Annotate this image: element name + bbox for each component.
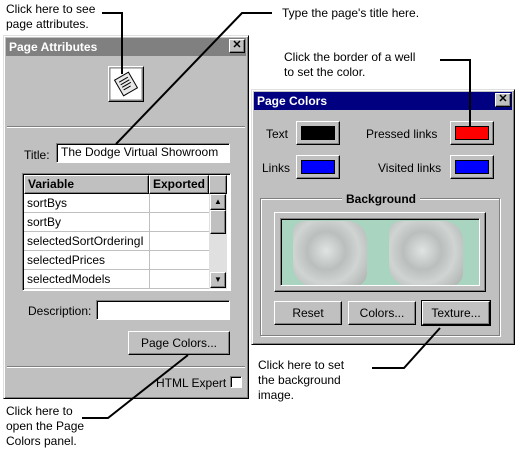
exported-cell <box>149 231 209 251</box>
colors-button[interactable]: Colors... <box>348 301 416 325</box>
leader-border-well <box>440 59 471 126</box>
divider <box>7 366 245 368</box>
page-attributes-close-button[interactable]: ✕ <box>229 39 245 53</box>
exported-cell <box>149 269 209 289</box>
pressed-links-label: Pressed links <box>366 127 438 141</box>
leader-see-attributes <box>102 12 123 74</box>
page-attributes-title: Page Attributes <box>9 40 98 54</box>
reset-button[interactable]: Reset <box>274 301 342 325</box>
texture-button[interactable]: Texture... <box>421 300 491 326</box>
column-header-variable[interactable]: Variable <box>24 175 149 194</box>
exported-cell <box>149 250 209 270</box>
variable-cell: selectedSortOrderingI <box>24 231 150 251</box>
scroll-up-arrow-icon[interactable]: ▲ <box>210 194 226 210</box>
divider <box>7 126 245 128</box>
table-row[interactable]: sortBys <box>24 194 209 213</box>
title-input[interactable]: The Dodge Virtual Showroom <box>56 143 230 163</box>
callout-see-attributes: Click here to see page attributes. <box>6 2 96 31</box>
texture-tile <box>293 221 367 285</box>
text-color-well[interactable] <box>296 121 340 145</box>
table-row[interactable]: selectedPrices <box>24 250 209 270</box>
page-attributes-titlebar: Page Attributes <box>6 38 246 56</box>
page-attributes-window: Page Attributes ✕ Title: The Dodge Virtu… <box>3 35 249 399</box>
links-color-well[interactable] <box>296 155 340 179</box>
leader-open-colors <box>82 354 189 419</box>
callout-border-well: Click the border of a well to set the co… <box>284 50 416 79</box>
page-colors-titlebar: Page Colors <box>254 92 512 110</box>
callout-set-bg-image: Click here to set the background image. <box>258 358 345 402</box>
html-expert-label: HTML Expert <box>156 376 227 390</box>
visited-links-color-well[interactable] <box>450 155 494 179</box>
background-texture-preview <box>280 218 480 286</box>
table-row[interactable]: sortBy <box>24 212 209 232</box>
variables-rows: sortBys sortBy selectedSortOrderingI sel… <box>24 194 209 289</box>
page-attributes-icon-button[interactable] <box>108 66 144 102</box>
callout-open-colors: Click here to open the Page Colors panel… <box>6 404 85 448</box>
visited-links-label: Visited links <box>378 161 442 175</box>
table-row[interactable]: selectedModels <box>24 269 209 289</box>
scroll-thumb[interactable] <box>210 210 226 234</box>
leader-set-bg-image <box>372 327 441 369</box>
scroll-down-arrow-icon[interactable]: ▼ <box>210 272 226 288</box>
text-color-label: Text <box>266 127 289 141</box>
exported-cell <box>149 194 209 213</box>
document-icon <box>109 67 143 101</box>
callout-type-title: Type the page's title here. <box>282 6 420 20</box>
variable-cell: selectedPrices <box>24 250 150 270</box>
exported-cell <box>149 212 209 232</box>
title-label: Title: <box>24 148 50 162</box>
background-group-label: Background <box>342 192 421 206</box>
page-colors-window: Page Colors ✕ Text Pressed links Links V… <box>251 89 515 345</box>
pressed-links-swatch <box>455 126 489 140</box>
close-icon: ✕ <box>498 93 508 105</box>
close-icon: ✕ <box>232 39 242 51</box>
text-color-swatch <box>301 126 335 140</box>
page-colors-button[interactable]: Page Colors... <box>128 331 230 355</box>
vertical-scrollbar[interactable]: ▲ ▼ <box>209 194 227 289</box>
html-expert-checkbox[interactable] <box>230 376 242 388</box>
page-colors-title: Page Colors <box>257 94 328 108</box>
links-color-label: Links <box>262 161 291 175</box>
leader-type-title <box>115 12 272 145</box>
description-input[interactable] <box>96 300 230 320</box>
variable-cell: sortBy <box>24 212 150 232</box>
pressed-links-color-well[interactable] <box>450 121 494 145</box>
variables-table: Variable Exported sortBys sortBy selecte… <box>22 173 231 291</box>
column-header-exported[interactable]: Exported <box>149 175 209 194</box>
page-colors-close-button[interactable]: ✕ <box>495 93 511 107</box>
background-well[interactable] <box>274 212 486 292</box>
variable-cell: selectedModels <box>24 269 150 289</box>
visited-links-swatch <box>455 160 489 174</box>
description-label: Description: <box>28 304 92 318</box>
texture-tile <box>389 221 463 285</box>
variable-cell: sortBys <box>24 194 150 213</box>
header-corner <box>209 175 227 194</box>
table-row[interactable]: selectedSortOrderingI <box>24 231 209 251</box>
links-swatch <box>301 160 335 174</box>
